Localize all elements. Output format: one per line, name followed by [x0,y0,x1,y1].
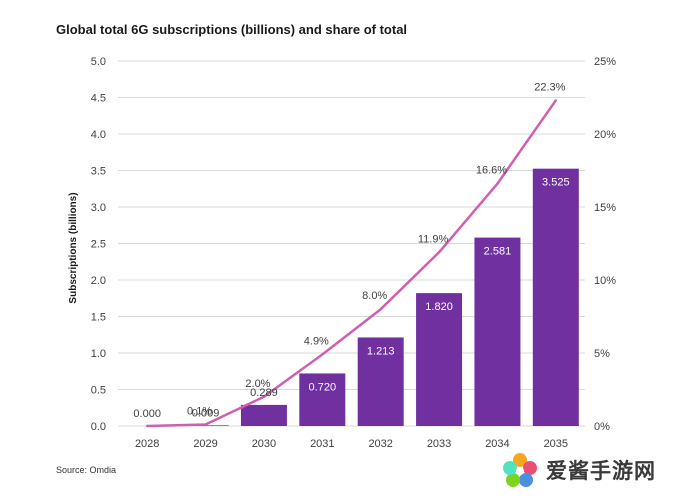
y2-tick-label: 5% [594,348,610,360]
watermark: 爱酱手游网 [500,448,680,492]
y2-tick-label: 0% [594,421,610,433]
line-point [321,353,324,356]
x-tick-label: 2029 [193,438,217,450]
line-point [204,423,207,426]
line-value-label: 2.0% [245,378,270,390]
y-tick-label: 0.5 [91,385,106,397]
line-point [145,424,149,428]
bar [240,404,287,426]
pinwheel-logo-icon [503,453,537,487]
y-tick-label: 1.0 [91,348,106,360]
bar-value-label: 1.820 [425,301,453,313]
bar [532,168,579,427]
line-point [496,182,499,185]
y2-tick-label: 10% [594,275,616,287]
x-tick-label: 2031 [310,438,334,450]
y-tick-label: 1.5 [91,312,106,324]
line-value-label: 4.9% [304,335,329,347]
y-tick-label: 2.0 [91,275,106,287]
line-value-label: 8.0% [362,290,387,302]
line-point [437,251,441,254]
watermark-text: 爱酱手游网 [546,459,656,483]
bar-value-label: 0.289 [250,387,278,399]
line-point [554,99,558,102]
y-tick-label: 4.0 [91,129,106,141]
line-value-label: 16.6% [476,165,507,177]
chart-title: Global total 6G subscriptions (billions)… [56,22,408,37]
x-tick-label: 2033 [427,438,451,450]
y-tick-label: 0.0 [91,421,106,433]
y-tick-label: 5.0 [91,56,106,68]
line-point [262,395,266,398]
y2-tick-label: 25% [594,56,616,68]
bar-value-label: 2.581 [484,246,512,258]
line-point [379,308,382,311]
line-value-label: 0.1% [187,406,212,418]
share-line [147,99,557,428]
bar [299,373,346,426]
bar-value-label: 0.720 [309,381,337,393]
x-tick-label: 2030 [252,438,276,450]
bar [416,293,463,426]
y-tick-label: 3.0 [91,202,106,214]
x-tick-label: 2034 [485,438,509,450]
bar-value-label: 1.213 [367,345,395,357]
bar [357,337,404,426]
bar-value-label: 0.000 [133,408,161,420]
source-note: Source: Omdia [56,465,117,475]
bar [474,237,521,426]
x-tick-label: 2028 [135,438,159,450]
y-tick-label: 3.5 [91,166,106,178]
line-value-label: 22.3% [534,81,565,93]
y-axis-label: Subscriptions (billions) [68,192,79,303]
x-tick-label: 2032 [368,438,392,450]
y-tick-label: 4.5 [91,93,106,105]
bar-value-label: 0.009 [192,407,220,419]
y2-tick-label: 15% [594,202,616,214]
y-tick-label: 2.5 [91,239,106,251]
bar-value-label: 3.525 [542,177,570,189]
y2-tick-label: 20% [594,129,616,141]
x-tick-label: 2035 [544,438,568,450]
line-value-label: 11.9% [418,233,449,245]
